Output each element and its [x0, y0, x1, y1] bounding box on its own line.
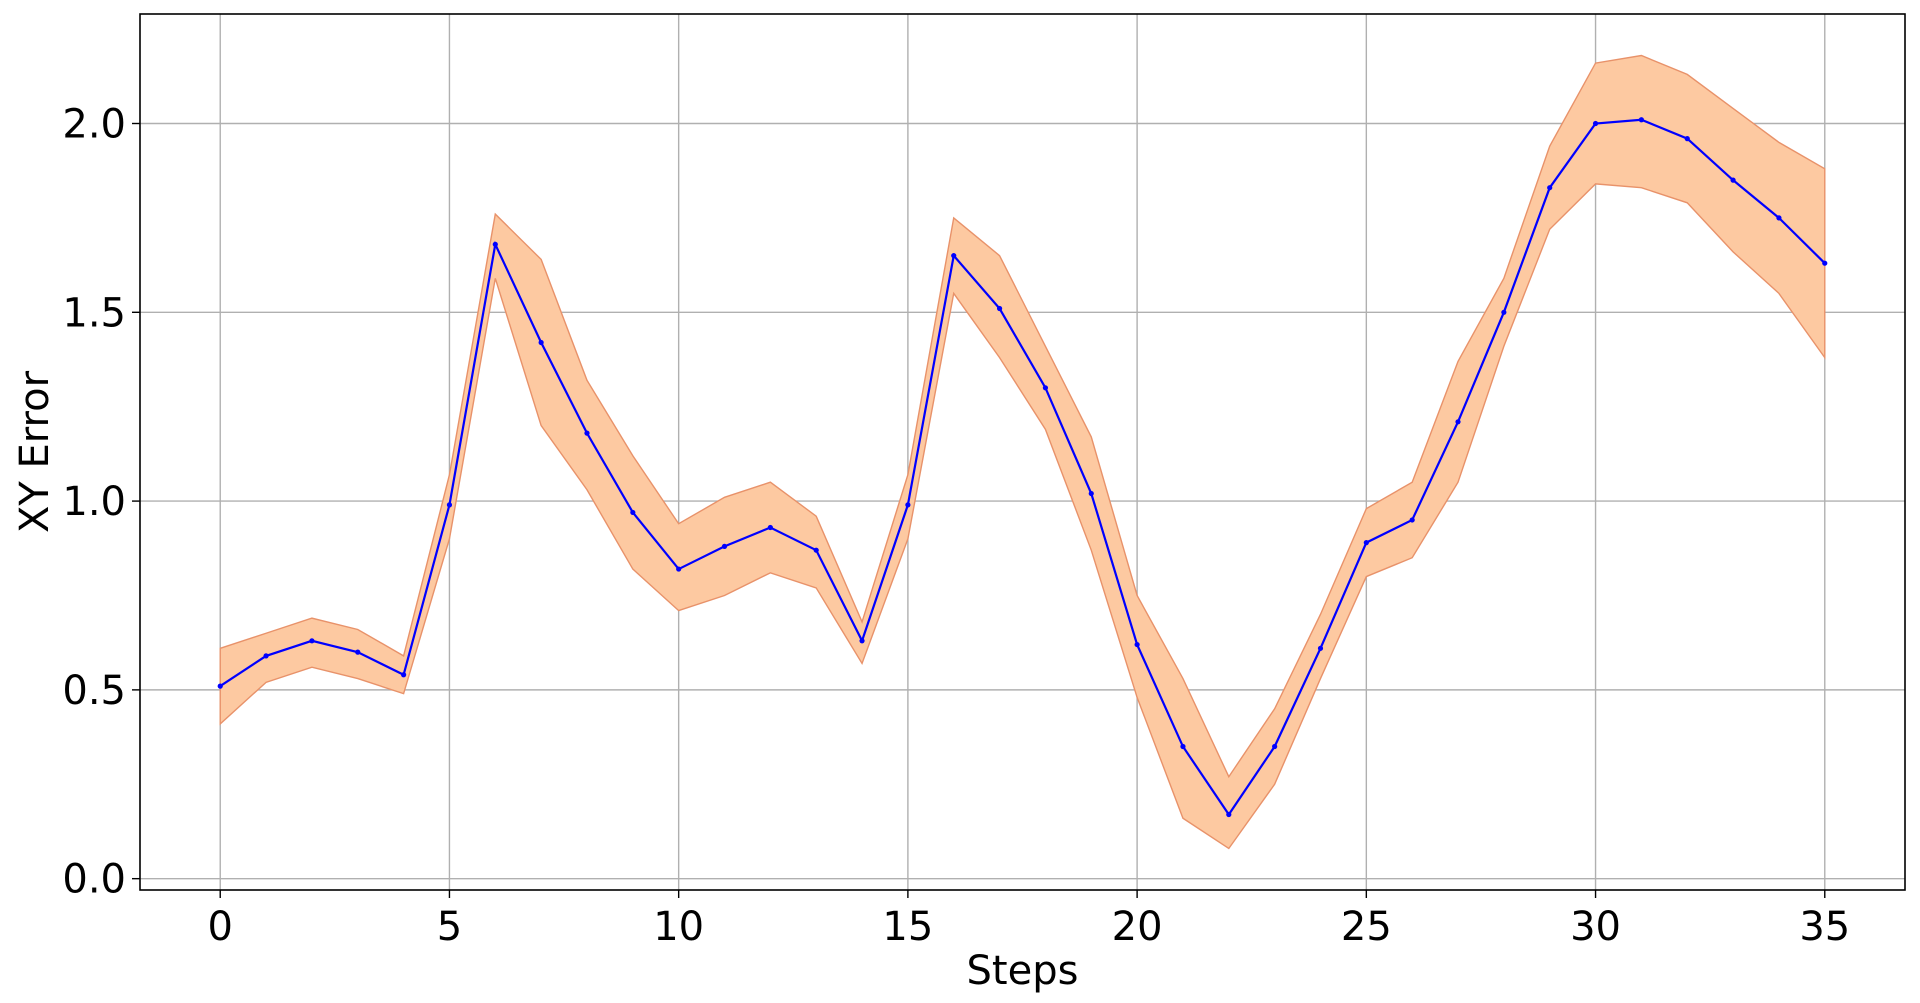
x-tick-label: 5 — [437, 904, 462, 950]
x-tick-label: 0 — [208, 904, 233, 950]
data-point — [996, 305, 1003, 312]
data-point — [1684, 136, 1690, 142]
data-point — [1409, 517, 1415, 523]
data-point — [1042, 385, 1049, 391]
data-point — [676, 566, 682, 572]
data-point — [1822, 260, 1828, 266]
data-point — [1088, 490, 1094, 497]
data-point — [1180, 743, 1186, 750]
x-tick-label: 35 — [1799, 904, 1850, 950]
data-point — [630, 509, 636, 516]
data-point — [538, 339, 544, 346]
data-point — [1317, 645, 1324, 651]
x-axis-label: Steps — [967, 948, 1079, 994]
data-point — [584, 430, 590, 436]
x-tick-label: 20 — [1112, 904, 1163, 950]
data-point — [951, 253, 957, 259]
data-point — [309, 638, 315, 644]
data-point — [1134, 641, 1140, 648]
error-band — [219, 54, 1826, 850]
y-tick-label: 0.0 — [62, 857, 126, 903]
data-point — [1226, 811, 1232, 818]
data-point — [446, 502, 453, 508]
data-point — [492, 241, 498, 247]
series-line — [219, 118, 1826, 817]
y-tick-label: 0.5 — [62, 668, 126, 714]
data-point — [1638, 117, 1644, 123]
data-point — [813, 547, 819, 553]
data-point — [1592, 120, 1599, 127]
data-point — [905, 502, 911, 508]
data-point — [1363, 540, 1369, 546]
data-point — [1455, 419, 1461, 425]
axis-ticks: 0 5 10 15 20 25 30 35 0.0 0.5 1.0 1.5 2.0 — [62, 102, 1850, 951]
data-point — [1272, 743, 1278, 750]
plot-frame — [139, 13, 1906, 891]
data-point — [721, 543, 728, 549]
y-tick-label: 1.5 — [62, 290, 126, 336]
x-tick-label: 10 — [653, 904, 704, 950]
data-point — [217, 683, 223, 689]
y-tick-label: 2.0 — [62, 102, 126, 148]
data-point — [401, 672, 407, 678]
data-point — [1547, 185, 1553, 191]
data-point — [355, 649, 361, 655]
y-axis-label: XY Error — [12, 370, 58, 533]
data-point — [263, 653, 269, 659]
data-point — [859, 638, 865, 644]
data-point — [1501, 309, 1507, 315]
y-tick-label: 1.0 — [62, 479, 126, 525]
data-point — [1730, 177, 1736, 183]
x-tick-label: 25 — [1341, 904, 1392, 950]
data-point — [1776, 215, 1782, 221]
data-points — [217, 117, 1828, 818]
data-point — [767, 524, 773, 531]
x-tick-label: 30 — [1570, 904, 1621, 950]
x-tick-label: 15 — [882, 904, 933, 950]
